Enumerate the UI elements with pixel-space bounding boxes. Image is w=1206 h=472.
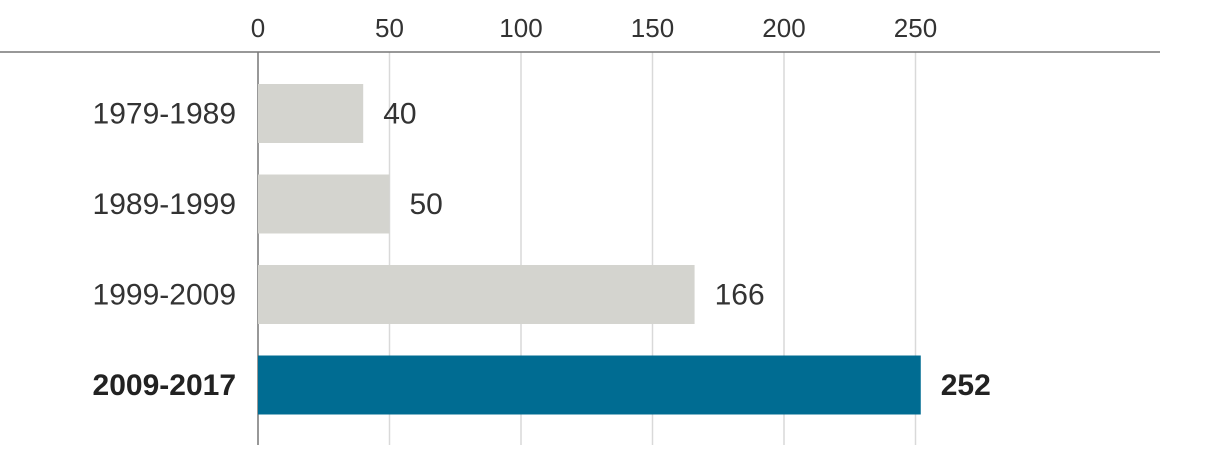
bar-1989-1999 [258, 174, 390, 234]
x-tick-label-150: 150 [631, 13, 674, 43]
bar-2009-2017 [258, 355, 921, 415]
bar-1979-1989 [258, 84, 364, 143]
x-tick-label-0: 0 [251, 13, 265, 43]
value-label-2009-2017: 252 [941, 369, 991, 402]
category-label-1999-2009: 1999-2009 [93, 279, 236, 312]
x-tick-label-250: 250 [894, 13, 937, 43]
category-label-2009-2017: 2009-2017 [93, 369, 236, 402]
x-tick-label-50: 50 [375, 13, 404, 43]
bar-1999-2009 [258, 265, 695, 324]
x-tick-label-100: 100 [499, 13, 542, 43]
bars [258, 84, 921, 415]
value-label-1989-1999: 50 [410, 188, 443, 221]
value-label-1979-1989: 40 [383, 98, 416, 131]
category-label-1979-1989: 1979-1989 [93, 98, 236, 131]
labels: 1979-1989 40 1989-1999 50 1999-2009 166 2009-2… [93, 98, 991, 403]
x-tick-label-200: 200 [762, 13, 805, 43]
value-label-1999-2009: 166 [715, 279, 765, 312]
category-label-1989-1999: 1989-1999 [93, 188, 236, 221]
